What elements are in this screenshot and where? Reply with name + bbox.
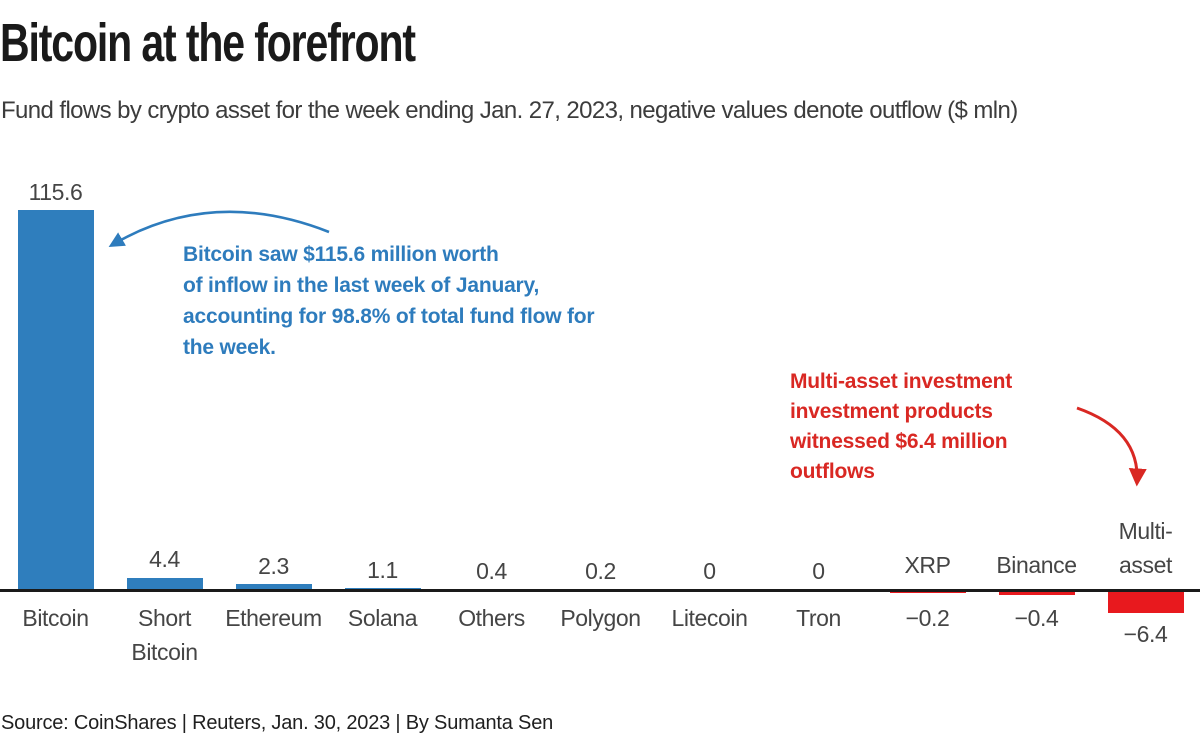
x-axis-line bbox=[0, 589, 1200, 592]
category-label-others: Others bbox=[458, 605, 525, 631]
annotation-line: witnessed $6.4 million bbox=[790, 430, 1008, 453]
bar-ethereum bbox=[235, 584, 312, 592]
category-label-tron: Tron bbox=[796, 605, 841, 631]
annotation-line: accounting for 98.8% of total fund flow … bbox=[183, 305, 595, 328]
category-label-solana: Solana bbox=[347, 605, 418, 631]
category-label-xrp: XRP bbox=[904, 552, 951, 578]
page-title: Bitcoin at the forefront bbox=[0, 13, 416, 73]
value-label-xrp: −0.2 bbox=[905, 605, 950, 631]
value-label-solana: 1.1 bbox=[367, 557, 398, 583]
category-label-litecoin: Litecoin bbox=[671, 605, 748, 631]
value-label-others: 0.4 bbox=[476, 558, 507, 584]
value-label-ethereum: 2.3 bbox=[258, 553, 289, 579]
multi-asset-arrow bbox=[1076, 406, 1147, 487]
category-label-bitcoin: Bitcoin bbox=[22, 605, 89, 631]
value-label-litecoin: 0 bbox=[703, 558, 716, 584]
category-label-multi-asset: asset bbox=[1119, 552, 1172, 578]
annotation-line: Bitcoin saw $115.6 million worth bbox=[183, 243, 499, 266]
category-label-ethereum: Ethereum bbox=[225, 605, 322, 631]
category-label-polygon: Polygon bbox=[560, 605, 641, 631]
bar-short-bitcoin bbox=[126, 577, 203, 592]
bar-binance bbox=[998, 592, 1075, 595]
category-label-short-bitcoin: Short bbox=[138, 605, 191, 631]
annotation-line: the week. bbox=[183, 336, 276, 359]
value-label-multi-asset: −6.4 bbox=[1123, 621, 1168, 647]
category-label-binance: Binance bbox=[996, 552, 1077, 578]
value-label-short-bitcoin: 4.4 bbox=[149, 546, 180, 572]
annotation-line: Multi-asset investment bbox=[790, 370, 1012, 393]
annotation-line: outflows bbox=[790, 460, 875, 483]
bar-bitcoin bbox=[17, 210, 94, 592]
chart-subtitle: Fund flows by crypto asset for the week … bbox=[1, 97, 1018, 124]
value-label-polygon: 0.2 bbox=[585, 558, 616, 584]
value-label-bitcoin: 115.6 bbox=[28, 179, 83, 205]
bar-xrp bbox=[889, 592, 966, 593]
multi-asset-annotation: Multi-asset investment investment produc… bbox=[790, 367, 1012, 487]
bitcoin-annotation: Bitcoin saw $115.6 million worth of infl… bbox=[183, 239, 595, 363]
value-label-tron: 0 bbox=[812, 558, 825, 584]
category-label-short-bitcoin: Bitcoin bbox=[131, 639, 198, 665]
category-label-multi-asset: Multi- bbox=[1118, 518, 1173, 544]
value-label-binance: −0.4 bbox=[1014, 605, 1059, 631]
annotation-line: investment products bbox=[790, 400, 993, 423]
bar-multi-asset bbox=[1107, 592, 1184, 614]
annotation-line: of inflow in the last week of January, bbox=[183, 274, 540, 297]
source-line: Source: CoinShares | Reuters, Jan. 30, 2… bbox=[1, 712, 554, 734]
